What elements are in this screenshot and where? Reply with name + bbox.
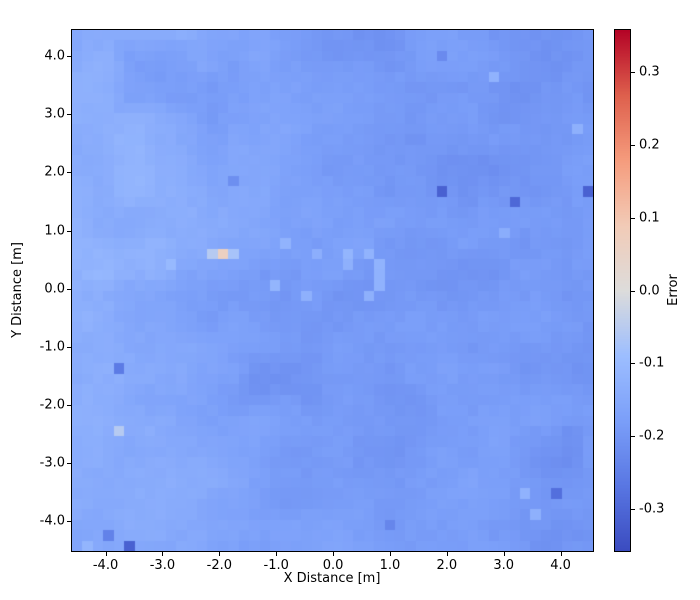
colorbar-tick-mark [631,508,635,510]
y-tick-label: 1.0 [44,223,65,239]
x-tick-mark [276,552,278,556]
y-tick-mark [67,521,71,523]
colorbar-tick-label: -0.3 [639,501,665,517]
x-tick-label: -1.0 [263,558,289,573]
y-tick-label: 3.0 [44,106,65,122]
x-tick-label: -4.0 [92,558,119,573]
colorbar-tick-mark [631,436,635,438]
y-tick-label: -2.0 [39,397,65,413]
x-tick-mark [105,552,107,556]
colorbar-tick-label: -0.1 [639,355,665,371]
x-tick-label: 0.0 [322,558,344,573]
y-tick-mark [67,405,71,407]
colorbar-label: Error [666,274,681,306]
x-tick-mark [389,552,391,556]
plot-area [71,29,594,552]
x-tick-label: -2.0 [206,558,232,573]
x-tick-mark [162,552,164,556]
colorbar-canvas [615,30,630,551]
colorbar-tick-mark [631,72,635,74]
x-tick-label: 1.0 [379,558,401,573]
x-tick-mark [333,552,335,556]
x-tick-mark [219,552,221,556]
x-tick-mark [503,552,505,556]
colorbar-tick-mark [631,290,635,292]
y-tick-mark [67,172,71,174]
y-tick-label: 2.0 [44,164,65,180]
y-tick-label: -1.0 [39,339,65,355]
y-tick-mark [67,56,71,58]
colorbar-area [614,29,631,552]
colorbar-tick-label: 0.3 [639,64,660,80]
x-tick-label: 3.0 [493,558,515,573]
y-tick-mark [67,346,71,348]
heatmap-canvas [72,30,593,551]
colorbar-tick-label: 0.0 [639,283,660,298]
y-tick-mark [67,230,71,232]
colorbar-tick-mark [631,363,635,365]
y-tick-label: -4.0 [39,513,65,529]
y-tick-mark [67,288,71,290]
x-tick-label: 4.0 [550,558,571,573]
x-tick-label: 2.0 [436,558,458,573]
colorbar-tick-label: -0.2 [639,428,665,444]
y-tick-mark [67,463,71,465]
y-tick-mark [67,114,71,116]
x-tick-mark [446,552,448,556]
y-tick-label: -3.0 [39,455,65,471]
y-tick-label: 0.0 [44,281,65,297]
colorbar-tick-label: 0.1 [639,210,660,226]
x-tick-label: -3.0 [149,558,176,573]
x-axis-label: X Distance [m] [283,571,381,586]
x-tick-mark [560,552,562,556]
colorbar-tick-mark [631,217,635,219]
colorbar-tick-label: 0.2 [639,137,660,153]
y-axis-label: Y Distance [m] [10,242,25,338]
y-tick-label: 4.0 [44,48,65,64]
colorbar-tick-mark [631,144,635,146]
